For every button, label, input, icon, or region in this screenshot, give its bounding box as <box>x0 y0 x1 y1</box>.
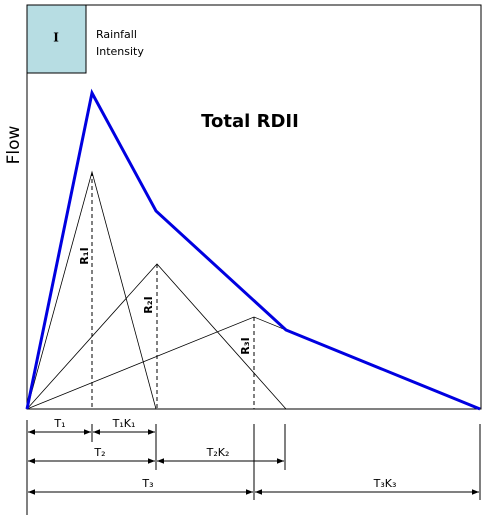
peak-label: R₂I <box>142 296 155 313</box>
dimension-label: T₁ <box>53 417 65 430</box>
peak-label: R₁I <box>78 247 91 264</box>
dimension-label: T₁K₁ <box>112 417 136 430</box>
dimension-label: T₃K₃ <box>373 477 397 490</box>
total-rdii-line <box>25 88 481 411</box>
dimension-label: T₂ <box>93 446 105 459</box>
legend-label: Intensity <box>96 45 144 58</box>
y-axis-label: Flow <box>4 126 24 165</box>
legend-symbol: I <box>53 31 59 45</box>
legend-box <box>26 4 87 74</box>
dimension-label: T₂K₂ <box>206 446 230 459</box>
legend-label: Rainfall <box>96 28 137 41</box>
dimension-label: T₃ <box>141 477 153 490</box>
title: Total RDII <box>201 111 299 132</box>
peak-label: R₃I <box>239 337 252 354</box>
